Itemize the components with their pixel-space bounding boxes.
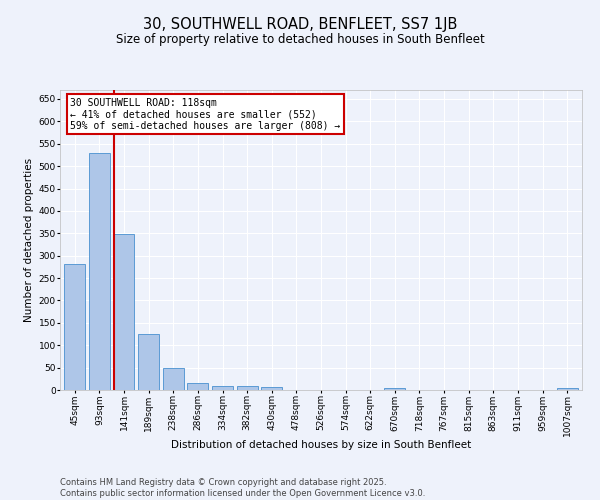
Bar — [138, 334, 159, 390]
Bar — [557, 388, 578, 390]
Y-axis label: Number of detached properties: Number of detached properties — [25, 158, 34, 322]
Bar — [212, 386, 233, 390]
Bar — [187, 383, 208, 390]
Text: Size of property relative to detached houses in South Benfleet: Size of property relative to detached ho… — [116, 32, 484, 46]
Text: 30, SOUTHWELL ROAD, BENFLEET, SS7 1JB: 30, SOUTHWELL ROAD, BENFLEET, SS7 1JB — [143, 18, 457, 32]
Bar — [89, 152, 110, 390]
Bar — [113, 234, 134, 390]
Bar — [261, 387, 282, 390]
Bar — [385, 388, 406, 390]
Bar — [64, 264, 85, 390]
Text: 30 SOUTHWELL ROAD: 118sqm
← 41% of detached houses are smaller (552)
59% of semi: 30 SOUTHWELL ROAD: 118sqm ← 41% of detac… — [70, 98, 341, 130]
Bar — [163, 368, 184, 390]
X-axis label: Distribution of detached houses by size in South Benfleet: Distribution of detached houses by size … — [171, 440, 471, 450]
Text: Contains HM Land Registry data © Crown copyright and database right 2025.
Contai: Contains HM Land Registry data © Crown c… — [60, 478, 425, 498]
Bar — [236, 386, 257, 390]
